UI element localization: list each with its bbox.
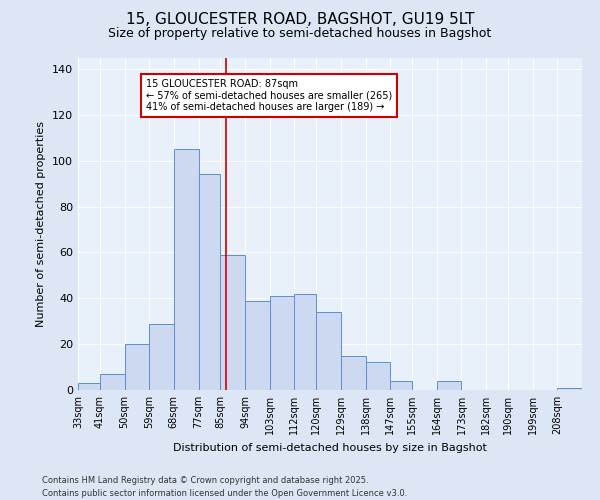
Bar (341, 356, 365, 390)
Bar (220, 254, 245, 390)
Text: Size of property relative to semi-detached houses in Bagshot: Size of property relative to semi-detach… (109, 28, 491, 40)
Bar (78, 383, 100, 390)
Text: 15, GLOUCESTER ROAD, BAGSHOT, GU19 5LT: 15, GLOUCESTER ROAD, BAGSHOT, GU19 5LT (126, 12, 474, 28)
Bar (316, 312, 341, 390)
Bar (557, 388, 582, 390)
Bar (100, 374, 125, 390)
Y-axis label: Number of semi-detached properties: Number of semi-detached properties (37, 120, 46, 327)
Bar (125, 344, 149, 390)
Bar (437, 381, 461, 390)
Bar (199, 174, 220, 390)
Bar (365, 362, 390, 390)
X-axis label: Distribution of semi-detached houses by size in Bagshot: Distribution of semi-detached houses by … (173, 442, 487, 452)
Bar (295, 294, 316, 390)
Bar (270, 296, 295, 390)
Bar (149, 324, 174, 390)
Bar (245, 300, 270, 390)
Text: Contains HM Land Registry data © Crown copyright and database right 2025.
Contai: Contains HM Land Registry data © Crown c… (42, 476, 407, 498)
Text: 15 GLOUCESTER ROAD: 87sqm
← 57% of semi-detached houses are smaller (265)
41% of: 15 GLOUCESTER ROAD: 87sqm ← 57% of semi-… (146, 79, 392, 112)
Bar (174, 149, 199, 390)
Bar (390, 381, 412, 390)
